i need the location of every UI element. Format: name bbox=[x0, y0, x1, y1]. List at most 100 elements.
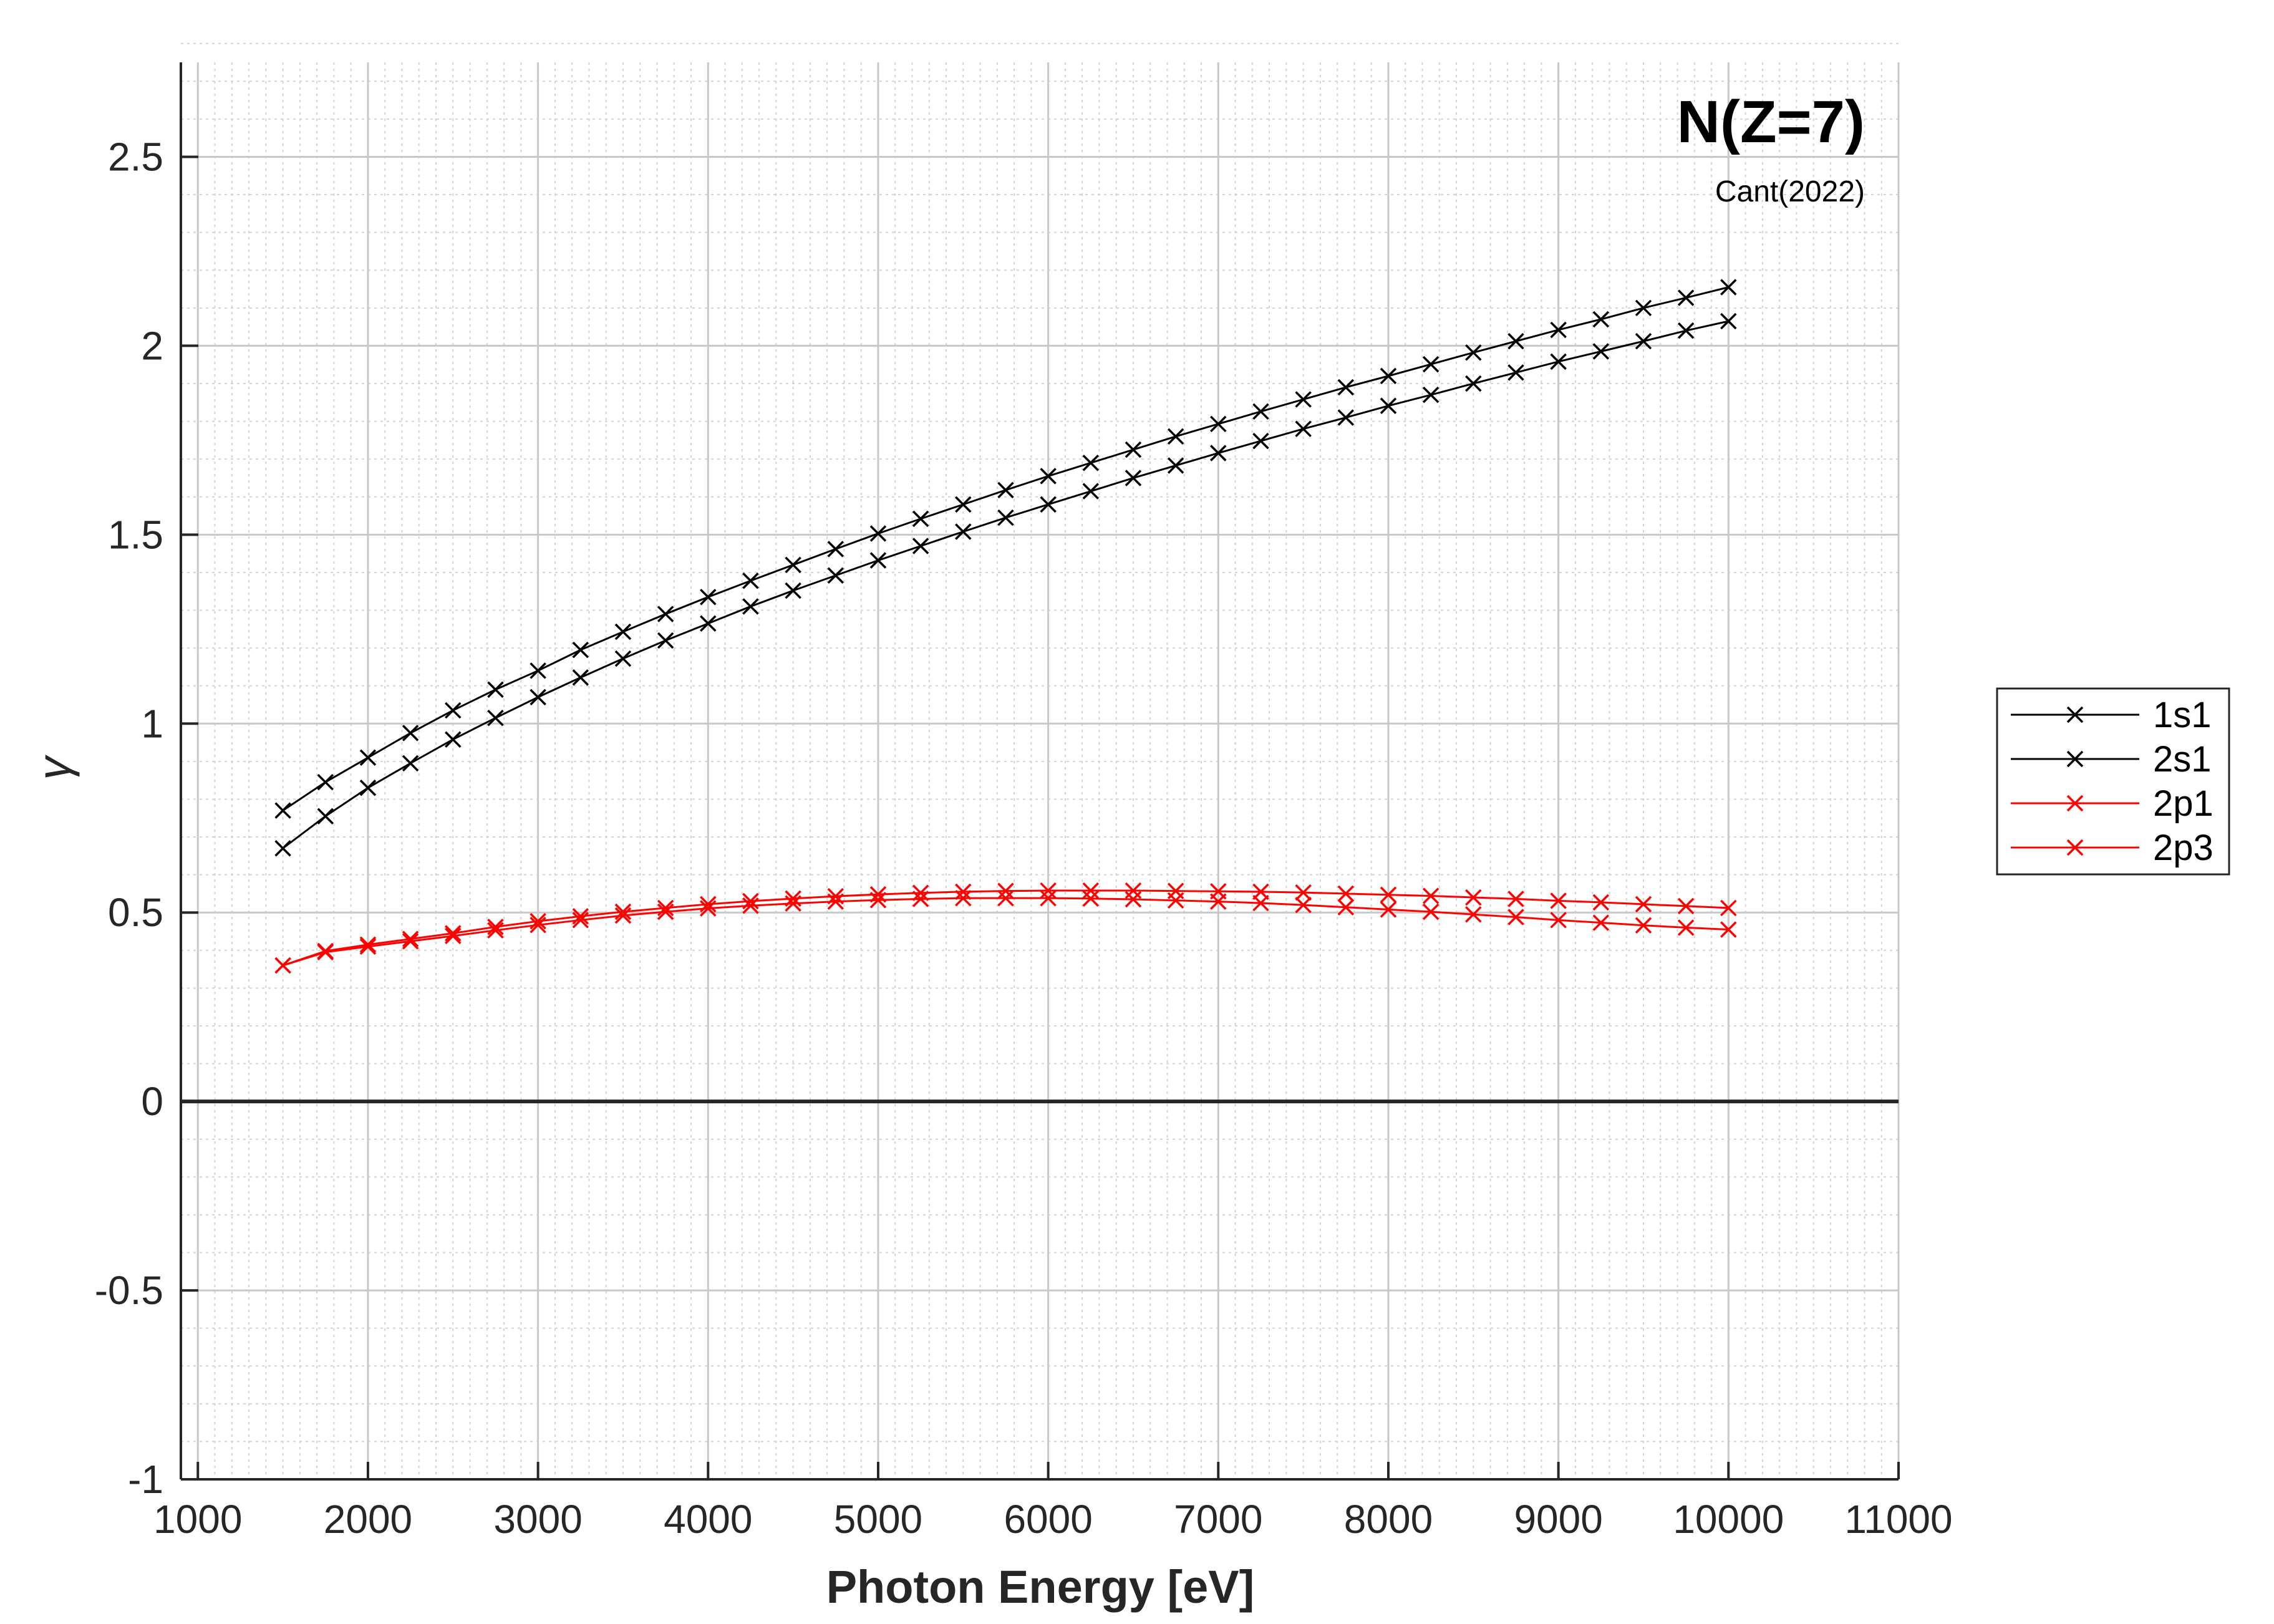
data-point-marker bbox=[1082, 483, 1100, 500]
legend-marker bbox=[2066, 795, 2084, 812]
y-tick-labels: -1 -0.5 0 0.5 1 1.5 2 2.5 bbox=[95, 134, 163, 1502]
axes bbox=[180, 62, 1900, 1481]
data-point-marker bbox=[1677, 322, 1695, 339]
data-point-marker bbox=[1082, 454, 1100, 471]
data-point-marker bbox=[955, 523, 972, 540]
data-point-marker bbox=[1295, 391, 1312, 408]
data-point-marker bbox=[869, 891, 887, 909]
data-point-marker bbox=[742, 573, 759, 589]
data-point-marker bbox=[1550, 321, 1567, 339]
data-point-marker bbox=[445, 702, 462, 719]
data-point-marker bbox=[1337, 409, 1355, 426]
legend-label: 2p1 bbox=[2153, 783, 2214, 824]
data-point-marker bbox=[912, 891, 929, 907]
data-point-marker bbox=[869, 552, 887, 569]
data-point-marker bbox=[572, 669, 589, 686]
data-point-marker bbox=[1635, 896, 1652, 913]
legend-entry-2p3: 2p3 bbox=[2011, 828, 2214, 868]
data-point-marker bbox=[1592, 343, 1610, 360]
y-tick-label: 2.5 bbox=[108, 134, 163, 179]
data-point-marker bbox=[1550, 892, 1567, 909]
data-point-marker bbox=[530, 916, 546, 934]
legend-label: 2s1 bbox=[2153, 739, 2212, 780]
data-point-marker bbox=[785, 582, 801, 599]
data-point-marker bbox=[1295, 884, 1312, 901]
data-point-marker bbox=[445, 925, 462, 942]
y-axis-title: γ bbox=[28, 755, 80, 780]
x-tick-label: 9000 bbox=[1514, 1497, 1602, 1542]
data-point-marker bbox=[614, 907, 632, 924]
x-tick-label: 2000 bbox=[324, 1497, 412, 1542]
data-point-marker bbox=[1167, 428, 1184, 445]
legend-label: 1s1 bbox=[2153, 695, 2212, 735]
data-point-marker bbox=[1380, 397, 1397, 414]
data-point-marker bbox=[402, 930, 419, 947]
data-point-marker bbox=[402, 725, 419, 742]
data-point-marker bbox=[1422, 386, 1439, 404]
data-point-marker bbox=[1380, 901, 1397, 918]
data-point-marker bbox=[1465, 344, 1482, 361]
data-point-marker bbox=[1677, 897, 1695, 915]
series-2s1 bbox=[274, 312, 1737, 857]
data-point-marker bbox=[1422, 903, 1439, 921]
data-point-marker bbox=[1592, 914, 1610, 931]
data-point-marker bbox=[1465, 889, 1482, 906]
data-point-marker bbox=[827, 893, 844, 910]
data-point-marker bbox=[402, 755, 419, 772]
y-tick-label: 0 bbox=[141, 1079, 163, 1124]
data-point-marker bbox=[1720, 921, 1737, 938]
legend-marker bbox=[2066, 839, 2084, 856]
legend-box bbox=[1996, 687, 2230, 876]
data-point-marker bbox=[530, 662, 546, 679]
data-point-marker bbox=[614, 650, 632, 667]
data-point-marker bbox=[1720, 899, 1737, 917]
data-point-marker bbox=[1507, 364, 1524, 381]
data-point-marker bbox=[402, 933, 419, 950]
data-point-marker bbox=[1465, 375, 1482, 392]
data-point-marker bbox=[1550, 353, 1567, 370]
data-point-marker bbox=[1167, 892, 1184, 909]
x-tick-label: 1000 bbox=[153, 1497, 242, 1542]
data-point-marker bbox=[1082, 890, 1100, 907]
data-point-marker bbox=[487, 681, 504, 698]
chart-subtitle: Cant(2022) bbox=[1715, 175, 1865, 208]
data-point-marker bbox=[1040, 882, 1057, 899]
x-tick-label: 3000 bbox=[493, 1497, 582, 1542]
data-point-marker bbox=[1252, 894, 1269, 912]
legend-marker bbox=[2066, 706, 2084, 723]
y-tick-label: -0.5 bbox=[95, 1268, 163, 1313]
data-point-marker bbox=[1507, 909, 1524, 926]
data-point-marker bbox=[657, 903, 674, 921]
x-tick-label: 8000 bbox=[1344, 1497, 1433, 1542]
data-point-marker bbox=[1635, 332, 1652, 350]
y-tick-label: -1 bbox=[128, 1457, 163, 1502]
data-point-marker bbox=[274, 802, 291, 819]
series-2p3 bbox=[274, 889, 1737, 974]
data-point-marker bbox=[359, 936, 377, 953]
data-point-marker bbox=[445, 927, 462, 944]
data-point-marker bbox=[997, 889, 1014, 907]
data-point-marker bbox=[997, 481, 1014, 499]
x-tick-labels: 1000 2000 3000 4000 5000 6000 7000 8000 9000 1000… bbox=[153, 1497, 1953, 1542]
data-point-marker bbox=[1380, 367, 1397, 385]
plot-area bbox=[181, 62, 1899, 1479]
data-point-marker bbox=[1720, 312, 1737, 330]
data-point-marker bbox=[1040, 468, 1057, 485]
data-point-marker bbox=[445, 731, 462, 748]
data-point-marker bbox=[955, 883, 972, 901]
data-point-marker bbox=[912, 884, 929, 901]
legend-entry-2s1: 2s1 bbox=[2011, 739, 2212, 780]
series-2p1 bbox=[274, 882, 1737, 974]
data-point-marker bbox=[1210, 893, 1227, 910]
data-point-marker bbox=[1125, 470, 1142, 486]
data-point-marker bbox=[912, 510, 929, 528]
x-axis-title: Photon Energy [eV] bbox=[826, 1561, 1255, 1613]
series-layer bbox=[274, 279, 1737, 974]
legend-entry-1s1: 1s1 bbox=[2011, 695, 2212, 735]
data-point-marker bbox=[1252, 432, 1269, 450]
legend-label: 2p3 bbox=[2153, 828, 2214, 868]
y-tick-label: 2 bbox=[141, 323, 163, 368]
data-point-marker bbox=[700, 589, 717, 606]
x-tick-label: 4000 bbox=[664, 1497, 752, 1542]
